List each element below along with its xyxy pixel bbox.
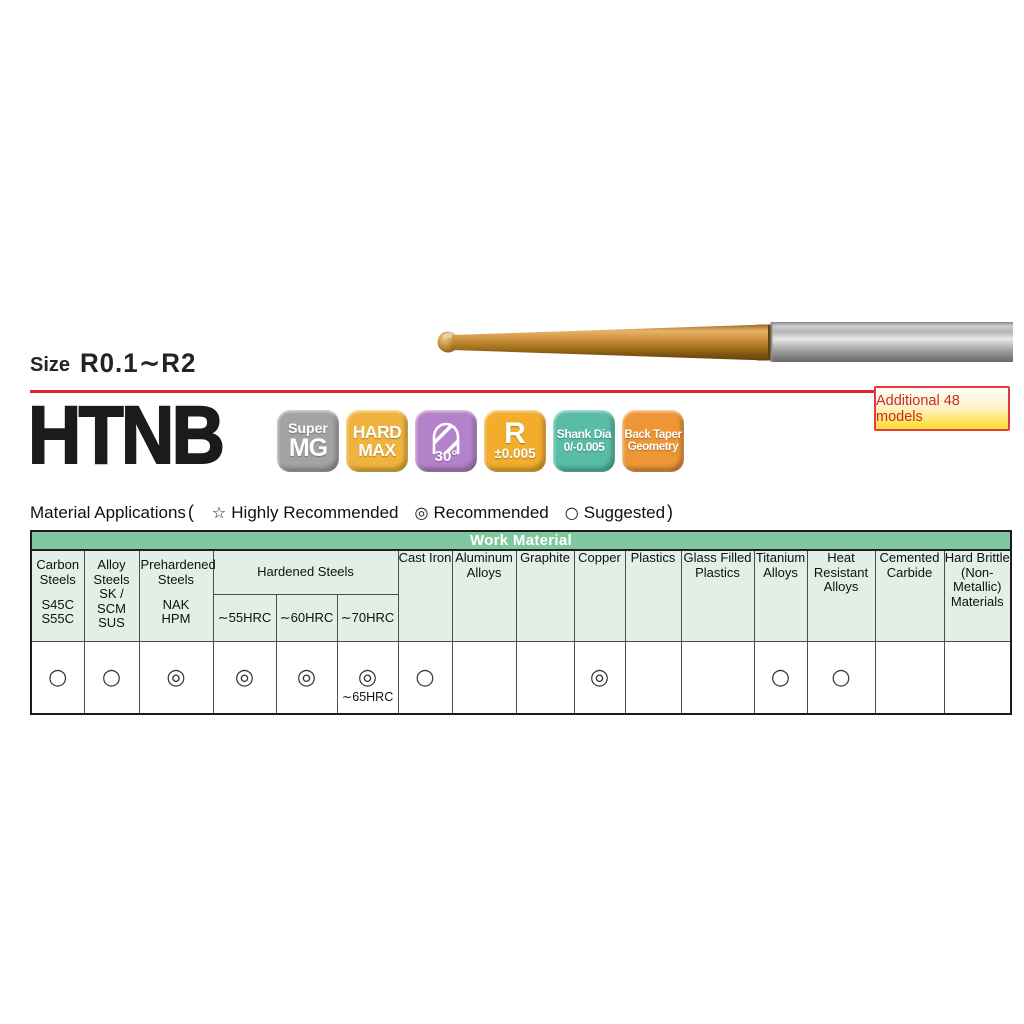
col-grades: SK / SCM SUS xyxy=(97,586,126,631)
badge-hard-max: HARD MAX xyxy=(346,410,408,472)
material-applications-legend: Material Applications ( ☆ Highly Recomme… xyxy=(30,502,675,523)
badge-30-degree-label: 30° xyxy=(434,447,458,465)
col-header-prehardened-steels: Prehardened Steels NAK HPM xyxy=(138,549,216,642)
product-title: HTNB xyxy=(27,390,226,481)
col-header-hard-brittle-materials: Hard Brittle (Non-Metallic) Materials xyxy=(943,549,1012,642)
col-header-copper: Copper xyxy=(573,549,626,642)
rating-65hrc-note: ∼65HRC xyxy=(341,690,394,705)
col-header-glass-filled-plastics: Glass Filled Plastics xyxy=(680,549,755,642)
col-header-cemented-carbide: Cemented Carbide xyxy=(874,549,945,642)
badge-hard-max-line1: HARD xyxy=(352,421,402,442)
col-header-plastics: Plastics xyxy=(624,549,682,642)
additional-models-callout[interactable]: Additional 48 models xyxy=(874,386,1010,431)
badge-hard-max-line2: MAX xyxy=(358,440,396,460)
tapered-neck xyxy=(452,324,765,361)
rating-aluminum-alloys xyxy=(451,640,517,715)
rating-heat-resistant-alloys: ○ xyxy=(806,640,876,715)
rating-symbol: ◎ xyxy=(357,664,378,690)
rating-plastics xyxy=(624,640,682,715)
legend-highly-recommended: Highly Recommended xyxy=(231,502,399,522)
feature-badge-row: Super MG HARD MAX 30° R ±0.005 Shank Dia xyxy=(277,410,684,472)
table-title: Work Material xyxy=(30,530,1012,551)
badge-shank-dia: Shank Dia 0/-0.005 xyxy=(553,410,615,472)
end-mill-photo xyxy=(437,322,1013,362)
rating-hard-brittle-materials xyxy=(943,640,1012,715)
rating-prehardened-steels: ◎ xyxy=(138,640,214,715)
col-header-aluminum-alloys: Aluminum Alloys xyxy=(451,549,517,642)
rating-55hrc: ◎ xyxy=(212,640,277,715)
badge-r-tolerance: R ±0.005 xyxy=(484,410,546,472)
badge-super-mg: Super MG xyxy=(277,410,339,472)
col-header-cast-iron: Cast Iron xyxy=(397,549,453,642)
rating-glass-filled-plastics xyxy=(680,640,755,715)
col-grades: S45C S55C xyxy=(41,596,75,627)
rating-titanium-alloys: ○ xyxy=(753,640,808,715)
star-symbol: ☆ xyxy=(211,503,227,522)
legend-label: Material Applications xyxy=(30,502,186,522)
work-material-table: Work Material Carbon Steels S45C S55C Al… xyxy=(30,530,1012,716)
legend-recommended: Recommended xyxy=(433,502,549,522)
circle-symbol: ○ xyxy=(564,503,579,522)
legend-open-paren: ( xyxy=(187,502,194,522)
rating-alloy-steels: ○ xyxy=(83,640,140,715)
rating-cast-iron: ○ xyxy=(397,640,453,715)
rating-60hrc: ◎ xyxy=(275,640,338,715)
col-header-alloy-steels: Alloy Steels SK / SCM SUS xyxy=(83,549,140,642)
col-name: Carbon Steels xyxy=(36,557,80,587)
badge-back-taper-line2: Geometry xyxy=(627,441,679,453)
legend-suggested: Suggested xyxy=(583,502,666,522)
col-name: Alloy Steels xyxy=(93,557,130,587)
rating-cemented-carbide xyxy=(874,640,945,715)
rating-graphite xyxy=(515,640,575,715)
badge-shank-dia-line1: Shank Dia xyxy=(556,427,612,442)
legend-close-paren: ) xyxy=(667,502,674,522)
badge-r-tolerance-value: ±0.005 xyxy=(494,445,536,461)
double-circle-symbol: ◎ xyxy=(414,503,429,522)
badge-super-mg-line2: MG xyxy=(288,434,328,463)
gold-collar xyxy=(757,324,770,361)
size-row: Size R0.1∼R2 xyxy=(30,350,201,377)
rating-copper: ◎ xyxy=(573,640,626,715)
col-header-graphite: Graphite xyxy=(515,549,575,642)
col-name: Prehardened Steels xyxy=(140,557,216,587)
rating-70hrc: ◎ ∼65HRC xyxy=(336,640,399,715)
col-grades: NAK HPM xyxy=(161,596,191,627)
col-header-heat-resistant-alloys: Heat Resistant Alloys xyxy=(806,549,876,642)
col-header-60hrc: ∼60HRC xyxy=(275,594,338,642)
badge-super-mg-line1: Super xyxy=(288,419,328,436)
badge-shank-dia-line2: 0/-0.005 xyxy=(563,440,605,454)
col-group-hardened-steels: Hardened Steels xyxy=(212,549,399,596)
col-header-55hrc: ∼55HRC xyxy=(212,594,277,642)
badge-back-taper: Back Taper Geometry xyxy=(622,410,684,472)
col-header-titanium-alloys: Titanium Alloys xyxy=(753,549,808,642)
col-header-70hrc: ∼70HRC xyxy=(336,594,399,642)
col-header-carbon-steels: Carbon Steels S45C S55C xyxy=(30,549,85,642)
red-divider-line xyxy=(30,390,876,393)
size-value: R0.1∼R2 xyxy=(80,348,197,378)
shank xyxy=(770,322,1013,362)
additional-models-label: Additional 48 models xyxy=(876,392,960,425)
badge-back-taper-line1: Back Taper xyxy=(624,428,682,441)
badge-30-degree: 30° xyxy=(415,410,477,472)
ratings-row: ○ ○ ◎ ◎ ◎ ◎ ∼65HRC ○ ◎ ○ ○ xyxy=(30,640,1012,715)
badge-r-letter: R xyxy=(504,417,526,451)
size-prefix: Size xyxy=(30,354,71,376)
ball-end-mill-tip-icon xyxy=(432,422,460,454)
rating-carbon-steels: ○ xyxy=(30,640,85,715)
